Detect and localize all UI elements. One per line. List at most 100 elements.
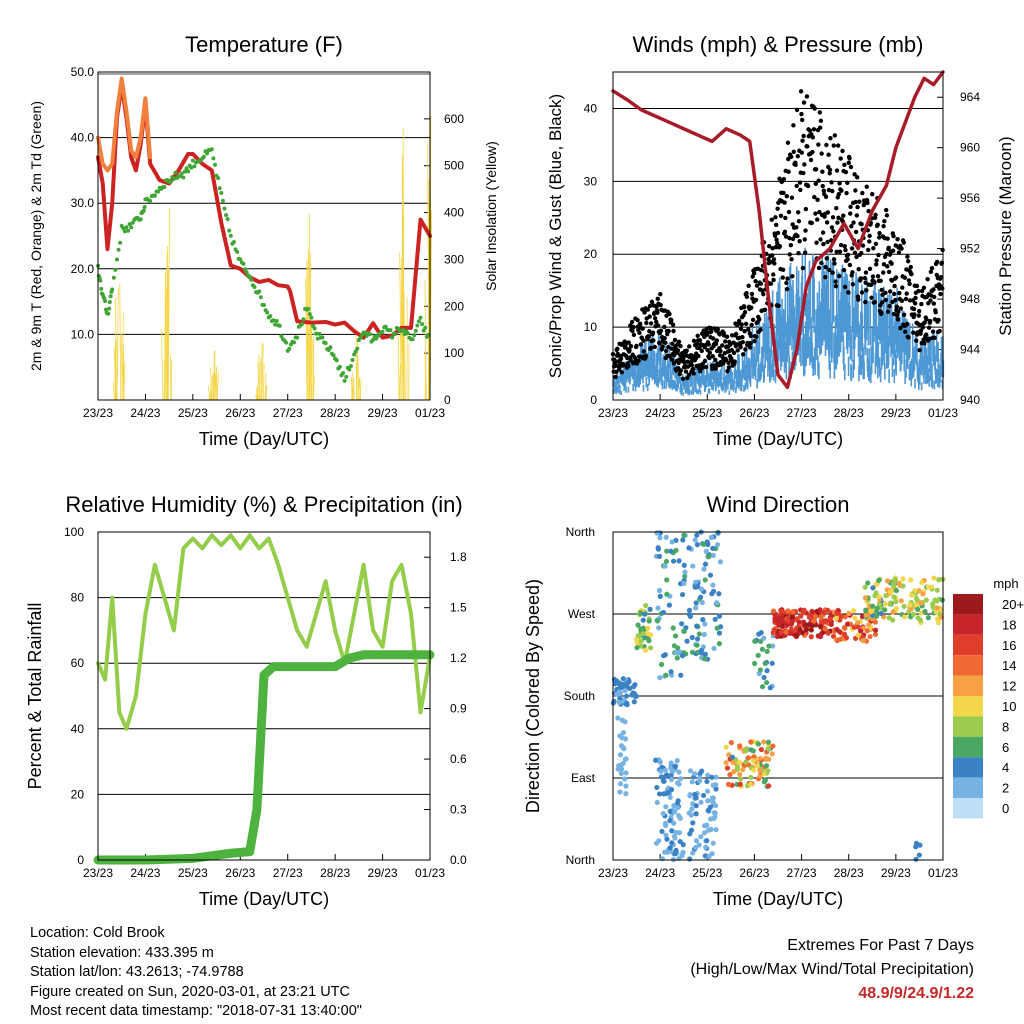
y-tick-label: 30.0 <box>71 196 95 210</box>
direction-point <box>770 743 776 749</box>
direction-point <box>934 605 940 611</box>
wind-mark <box>744 346 746 371</box>
gust-point <box>740 339 745 345</box>
direction-point <box>713 774 719 780</box>
dewpoint-point <box>412 333 417 338</box>
wind-mark <box>720 363 723 380</box>
gust-point <box>713 366 718 371</box>
direction-point <box>662 767 668 773</box>
wind-mark <box>930 376 933 388</box>
wind-mark <box>776 291 778 341</box>
x-tick-label: 25/23 <box>692 406 722 420</box>
legend-label: 16 <box>1002 638 1016 653</box>
direction-point <box>669 539 675 545</box>
gust-point <box>637 321 643 327</box>
gust-point <box>669 317 674 323</box>
wind-mark <box>769 349 772 372</box>
gust-point <box>815 197 820 203</box>
gust-point <box>683 369 689 374</box>
wind-mark <box>934 354 937 375</box>
gust-point <box>848 164 854 170</box>
direction-point <box>771 627 777 633</box>
wind-mark <box>617 386 619 393</box>
direction-point <box>913 856 919 862</box>
wind-mark <box>695 388 698 394</box>
wind-mark <box>661 380 664 390</box>
wind-mark <box>767 357 769 377</box>
wind-mark <box>745 342 748 369</box>
wind-mark <box>785 341 787 368</box>
direction-point <box>657 759 663 765</box>
wind-mark <box>691 381 694 391</box>
wind-mark <box>627 386 630 393</box>
y-tick-label: East <box>571 771 596 785</box>
gust-point <box>696 353 701 359</box>
gust-point <box>859 290 865 295</box>
y-tick-label: 40 <box>584 101 598 115</box>
wind-mark <box>743 364 746 381</box>
dewpoint-point <box>420 322 425 327</box>
wind-mark <box>885 343 888 369</box>
gust-point <box>865 200 870 206</box>
gust-point <box>891 233 896 239</box>
wind-mark <box>634 384 637 392</box>
gust-point <box>718 348 723 354</box>
direction-point <box>769 660 775 666</box>
legend-swatch <box>953 634 983 656</box>
wind-mark <box>786 284 789 337</box>
direction-point <box>788 626 794 632</box>
wind-mark <box>657 377 659 388</box>
x-tick-label: 24/23 <box>130 866 160 880</box>
wind-mark <box>712 375 715 387</box>
wind-mark <box>847 356 850 377</box>
gust-point <box>663 340 668 345</box>
wind-mark <box>918 381 920 390</box>
wind-mark <box>679 387 682 393</box>
gust-point <box>743 347 748 352</box>
gust-point <box>825 239 830 245</box>
wind-mark <box>735 380 738 390</box>
gust-point <box>882 218 887 224</box>
gust-point <box>648 345 653 351</box>
wind-mark <box>845 273 848 331</box>
gust-point <box>817 110 822 115</box>
wind-mark <box>910 375 913 387</box>
gust-point <box>662 336 667 341</box>
direction-point <box>756 631 762 637</box>
gust-point <box>627 347 632 353</box>
wind-mark <box>715 379 717 389</box>
direction-point <box>657 593 663 599</box>
dewpoint-point <box>192 164 197 169</box>
gust-point <box>797 180 803 185</box>
direction-point <box>687 613 694 620</box>
direction-point <box>917 617 923 623</box>
gust-point <box>874 262 879 267</box>
wind-mark <box>793 306 796 349</box>
wind-mark <box>842 280 844 335</box>
direction-point <box>751 754 757 760</box>
direction-point <box>707 572 714 578</box>
direction-point <box>727 771 733 778</box>
gust-point <box>813 211 818 216</box>
direction-point <box>766 643 772 649</box>
wind-mark <box>814 354 816 376</box>
wind-mark <box>929 349 931 372</box>
wind-mark <box>940 336 943 366</box>
wind-mark <box>738 354 740 375</box>
direction-point <box>673 649 679 656</box>
gust-point <box>799 150 805 155</box>
dewpoint-point <box>205 151 210 156</box>
wind-mark <box>917 368 920 383</box>
wind-mark <box>908 363 911 381</box>
direction-point <box>635 633 641 639</box>
direction-point <box>680 842 686 848</box>
wind-mark <box>807 322 810 358</box>
gust-point <box>676 339 682 345</box>
solar-spike <box>167 208 171 401</box>
dewpoint-point <box>418 315 423 320</box>
gust-point <box>864 184 869 189</box>
solar-spike <box>403 290 406 401</box>
wind-mark <box>801 254 804 320</box>
gust-point <box>852 250 858 256</box>
